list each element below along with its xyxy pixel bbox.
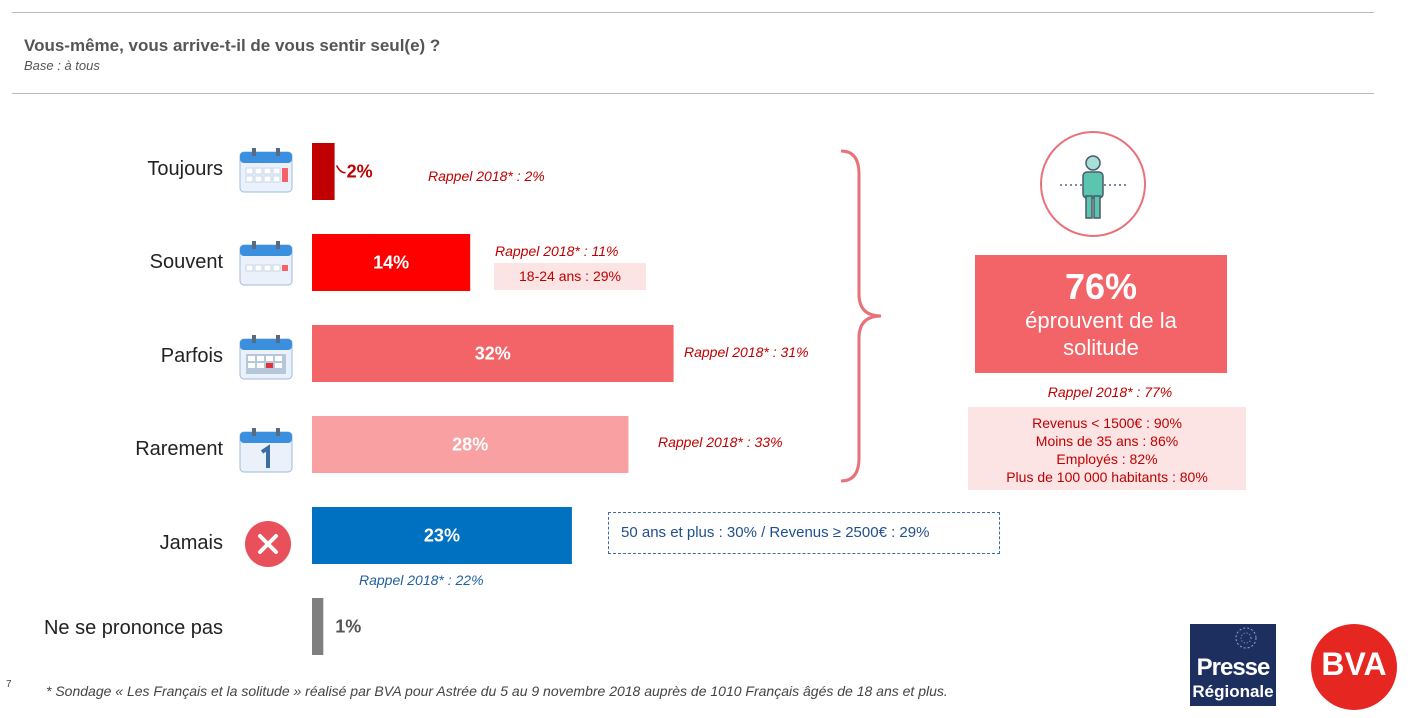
calendar-icon [239, 148, 293, 193]
calendar-icon [239, 335, 293, 380]
recall-rarement: Rappel 2018* : 33% [658, 434, 783, 450]
category-label-toujours: Toujours [147, 158, 223, 180]
bva-logo: BVA [1311, 624, 1397, 710]
calendar-icon [239, 241, 293, 286]
value-label: 14% [373, 253, 409, 273]
detail-jamais: 50 ans et plus : 30% / Revenus ≥ 2500€ :… [608, 512, 1000, 554]
value-label: 32% [475, 344, 511, 364]
bar-souvent [312, 234, 471, 291]
bva-logo-text: BVA [1321, 646, 1387, 682]
recall-toujours: Rappel 2018* : 2% [428, 168, 545, 184]
recall-souvent: Rappel 2018* : 11% [495, 243, 619, 259]
category-label-souvent: Souvent [149, 251, 223, 273]
summary-recall: Rappel 2018* : 77% [1047, 384, 1173, 400]
category-label-jamais: Jamais [159, 532, 223, 554]
page-number: 7 [6, 679, 12, 690]
bar-parfois [312, 325, 674, 382]
person-icon [1040, 131, 1146, 237]
recall-parfois: Rappel 2018* : 31% [684, 344, 809, 360]
leader-line [335, 165, 346, 174]
header-rule [12, 93, 1374, 94]
category-label-parfois: Parfois [160, 345, 223, 367]
value-label: 2% [347, 162, 373, 182]
bar-jamais [312, 507, 572, 564]
presse-logo-line2: Régionale [1192, 682, 1274, 701]
top-rule [12, 12, 1374, 13]
footnote: * Sondage « Les Français et la solitude … [46, 683, 948, 699]
page-title: Vous-même, vous arrive-t-il de vous sent… [24, 36, 441, 55]
value-label: 28% [452, 435, 488, 455]
presse-logo-line1: Presse [1196, 654, 1271, 681]
value-label: 1% [335, 617, 361, 637]
bar-rarement [312, 416, 629, 473]
summary-box: 76% éprouvent de la solitude [975, 255, 1227, 373]
detail-souvent: 18-24 ans : 29% [494, 263, 646, 290]
bar-toujours [312, 143, 335, 200]
summary-detail-item: Plus de 100 000 habitants : 80% [1006, 469, 1208, 485]
summary-detail-item: Revenus < 1500€ : 90% [1032, 415, 1182, 431]
close-icon [245, 521, 291, 567]
presse-regionale-logo: Presse Régionale [1190, 624, 1276, 706]
recall-jamais: Rappel 2018* : 22% [359, 572, 484, 588]
value-label: 23% [424, 526, 460, 546]
summary-detail-item: Moins de 35 ans : 86% [1035, 433, 1179, 449]
category-label-nsp: Ne se prononce pas [43, 617, 223, 639]
grouping-brace [840, 149, 882, 483]
summary-detail-item: Employés : 82% [1056, 451, 1158, 467]
summary-pct: 76% [1064, 266, 1138, 307]
summary-details: Revenus < 1500€ : 90% Moins de 35 ans : … [968, 407, 1246, 490]
summary-text: éprouvent de la solitude [1025, 308, 1177, 360]
category-label-rarement: Rarement [135, 438, 223, 460]
page-subtitle: Base : à tous [24, 58, 100, 73]
calendar-icon [239, 428, 293, 473]
bar-ne-se-prononce-pas [312, 598, 324, 655]
